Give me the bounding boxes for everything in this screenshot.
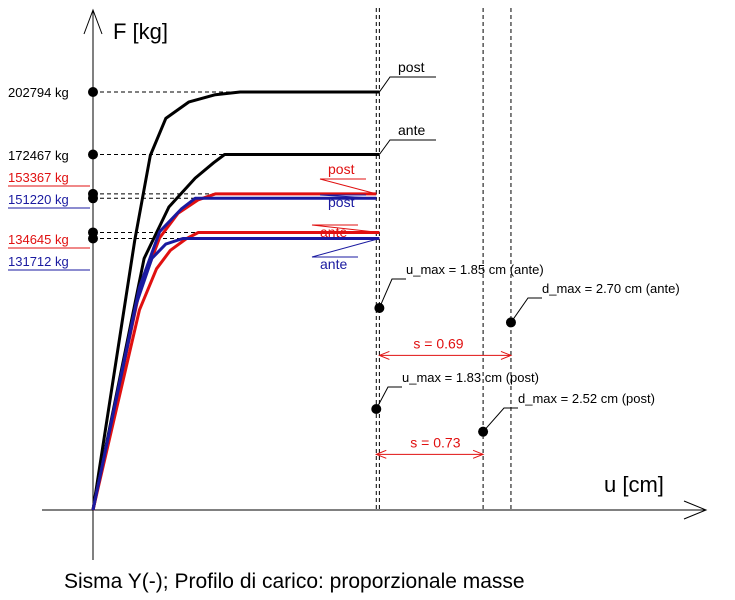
- series-label: ante: [398, 122, 425, 138]
- y-axis-label: F [kg]: [113, 19, 168, 44]
- y-tick-label: 131712 kg: [8, 254, 69, 269]
- point-label: d_max = 2.70 cm (ante): [542, 281, 680, 296]
- y-tick-dot: [88, 233, 98, 244]
- point-leader: [375, 386, 402, 410]
- y-tick-dot: [88, 87, 98, 97]
- series-label-leader: [311, 224, 380, 233]
- series-label: post: [328, 194, 355, 210]
- point-leader: [378, 278, 406, 309]
- series-label-leader: [319, 178, 377, 195]
- y-axis-arrow: [83, 8, 103, 35]
- span-label: s = 0.73: [410, 434, 460, 450]
- x-axis-arrow: [683, 500, 708, 520]
- y-tick-label: 153367 kg: [8, 170, 69, 185]
- point-label: d_max = 2.52 cm (post): [518, 391, 655, 406]
- series-label-leader: [311, 238, 380, 258]
- chart-title: Sisma Y(-); Profilo di carico: proporzio…: [64, 570, 525, 593]
- point-leader: [482, 407, 518, 433]
- curve-ante-black: [91, 153, 380, 511]
- point-label: u_max = 1.85 cm (ante): [406, 262, 544, 277]
- series-label: post: [398, 59, 425, 75]
- y-tick-label: 151220 kg: [8, 192, 69, 207]
- series-label-leader: [319, 194, 377, 199]
- y-tick-label: 172467 kg: [8, 148, 69, 163]
- span-arrow-right: [500, 350, 513, 360]
- y-tick-label: 202794 kg: [8, 85, 69, 100]
- displacement-point: [505, 317, 516, 328]
- x-axis-label: u [cm]: [604, 472, 664, 497]
- span-arrow-left: [374, 449, 387, 459]
- series-label: post: [328, 161, 355, 177]
- y-tick-label: 134645 kg: [8, 232, 69, 247]
- curve-post-black: [91, 90, 380, 511]
- curve-ante-blue: [91, 237, 380, 511]
- series-label-leader: [378, 76, 436, 93]
- span-arrow-left: [378, 350, 390, 360]
- y-tick-dot: [88, 193, 98, 204]
- chart-marks: 202794 kg 172467 kg 153367 kg 151220 kg 1346…: [8, 8, 680, 512]
- point-leader: [510, 297, 542, 323]
- span-label: s = 0.69: [413, 335, 463, 351]
- y-tick-dot: [88, 149, 98, 160]
- curve-ante-red: [91, 231, 380, 511]
- span-arrow-right: [472, 449, 485, 459]
- series-label: ante: [320, 256, 347, 272]
- series-label-leader: [378, 139, 436, 155]
- point-label: u_max = 1.83 cm (post): [402, 370, 539, 385]
- axes: F [kg] u [cm]: [42, 8, 708, 560]
